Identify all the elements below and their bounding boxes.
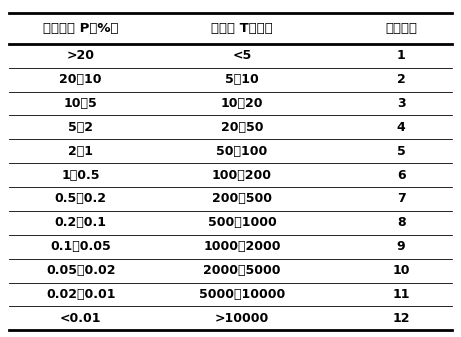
Text: 11: 11 <box>392 288 410 301</box>
Text: 5: 5 <box>397 145 405 158</box>
Text: 2: 2 <box>397 73 405 86</box>
Text: >20: >20 <box>67 49 95 62</box>
Text: 0.1～0.05: 0.1～0.05 <box>50 240 111 253</box>
Text: 重现期 T（年）: 重现期 T（年） <box>211 22 273 35</box>
Text: 洪水等级: 洪水等级 <box>385 22 417 35</box>
Text: 10: 10 <box>392 264 410 277</box>
Text: 6: 6 <box>397 168 405 182</box>
Text: 20～10: 20～10 <box>59 73 102 86</box>
Text: 8: 8 <box>397 216 405 229</box>
Text: 5～2: 5～2 <box>68 121 93 134</box>
Text: 10～5: 10～5 <box>64 97 98 110</box>
Text: <5: <5 <box>232 49 252 62</box>
Text: 2～1: 2～1 <box>68 145 93 158</box>
Text: 500～1000: 500～1000 <box>207 216 277 229</box>
Text: 0.02～0.01: 0.02～0.01 <box>46 288 115 301</box>
Text: 20～50: 20～50 <box>221 121 263 134</box>
Text: 50～100: 50～100 <box>216 145 268 158</box>
Text: 200～500: 200～500 <box>212 192 272 206</box>
Text: 4: 4 <box>397 121 405 134</box>
Text: >10000: >10000 <box>215 312 269 325</box>
Text: 0.2～0.1: 0.2～0.1 <box>55 216 106 229</box>
Text: 0.5～0.2: 0.5～0.2 <box>55 192 106 206</box>
Text: 100～200: 100～200 <box>212 168 272 182</box>
Text: <0.01: <0.01 <box>60 312 101 325</box>
Text: 1: 1 <box>397 49 405 62</box>
Text: 7: 7 <box>397 192 405 206</box>
Text: 12: 12 <box>392 312 410 325</box>
Text: 5000～10000: 5000～10000 <box>199 288 285 301</box>
Text: 洪水频率 P（%）: 洪水频率 P（%） <box>43 22 118 35</box>
Text: 3: 3 <box>397 97 405 110</box>
Text: 1～0.5: 1～0.5 <box>61 168 100 182</box>
Text: 1000～2000: 1000～2000 <box>203 240 281 253</box>
Text: 10～20: 10～20 <box>221 97 263 110</box>
Text: 2000～5000: 2000～5000 <box>203 264 281 277</box>
Text: 0.05～0.02: 0.05～0.02 <box>46 264 115 277</box>
Text: 9: 9 <box>397 240 405 253</box>
Text: 5～10: 5～10 <box>225 73 259 86</box>
